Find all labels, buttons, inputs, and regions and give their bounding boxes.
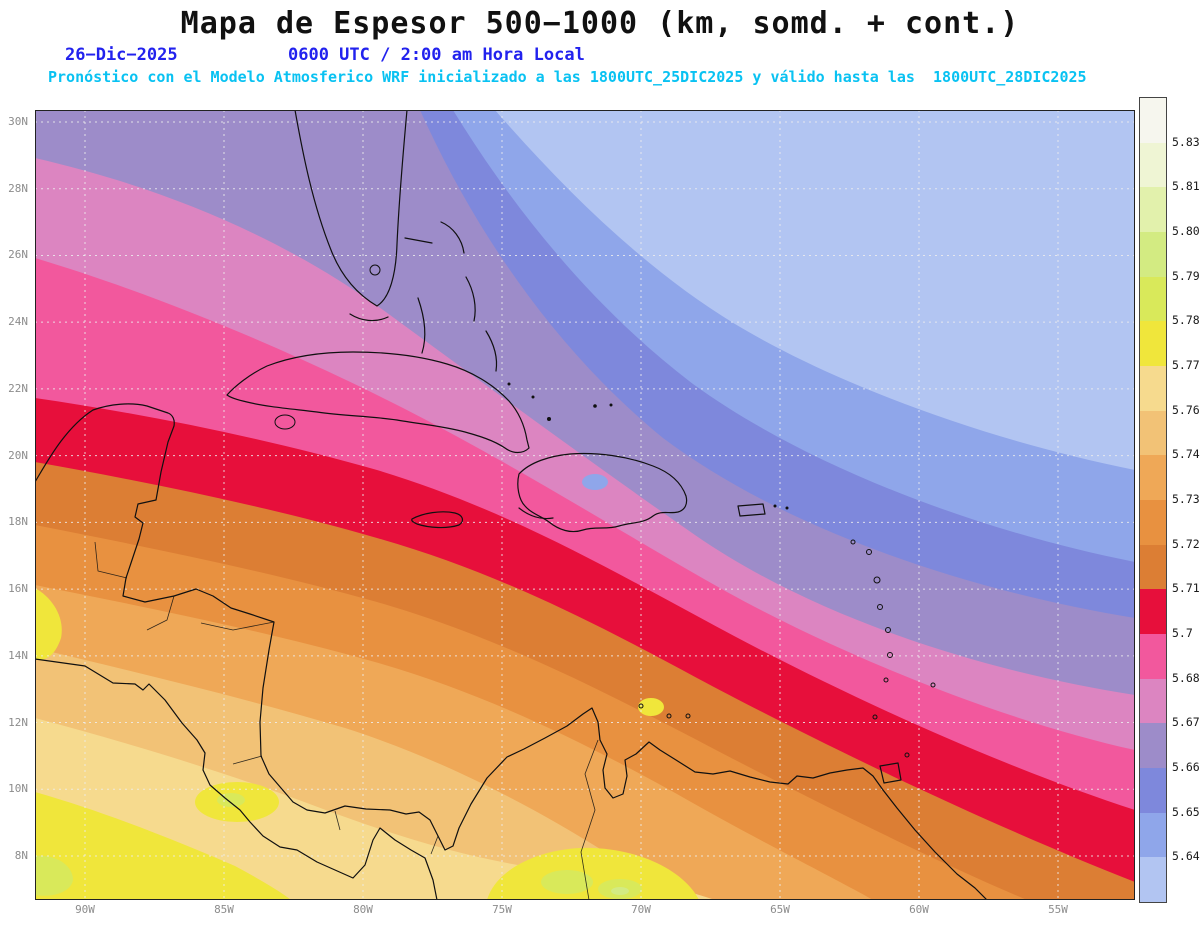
- colorbar-cell: [1140, 544, 1166, 590]
- lon-tick-label: 60W: [909, 903, 929, 916]
- country-borders: [94, 541, 599, 901]
- jamaica-coastline: [411, 511, 464, 529]
- colorbar-cell: [1140, 678, 1166, 724]
- lat-tick-label: 20N: [8, 448, 28, 462]
- lat-tick-label: 16N: [8, 582, 28, 596]
- pacific-coastline: [34, 658, 438, 901]
- colorbar-cell: [1140, 499, 1166, 545]
- lon-tick-label: 70W: [631, 903, 651, 916]
- colorbar-tick-label: 5.664: [1172, 760, 1200, 774]
- lat-tick-label: 24N: [8, 315, 28, 329]
- colorbar-tick-label: 5.652: [1172, 804, 1200, 819]
- colorbar-tick-label: 5.772: [1172, 358, 1200, 372]
- lon-tick-label: 80W: [353, 903, 373, 916]
- lat-tick-label: 8N: [14, 848, 28, 862]
- colorbar-cell: [1140, 723, 1166, 768]
- green-patch: [35, 855, 73, 896]
- colorbar-cell: [1140, 276, 1166, 322]
- lesser-antilles-islands: [638, 504, 936, 784]
- colorbar-cell: [1140, 187, 1166, 232]
- colorbar-cell: [1140, 857, 1166, 902]
- colorbar-tick-label: 5.831: [1172, 134, 1200, 149]
- colorbar-tick-label: 5.676: [1172, 715, 1200, 730]
- lon-tick-label: 55W: [1048, 903, 1068, 916]
- puerto-rico-coastline: [737, 503, 766, 517]
- colorbar-tick-label: 5.688: [1172, 670, 1200, 685]
- colorbar-tick-label: 5.736: [1172, 492, 1200, 506]
- lon-tick-label: 90W: [75, 903, 95, 916]
- colorbar-tick-label: 5.783: [1172, 313, 1200, 328]
- latitude-axis: 30N 28N 26N 24N 22N 20N 18N 16N 14N 12N 10N 8N: [0, 110, 30, 900]
- colorbar-cell: [1140, 365, 1166, 411]
- mainland-caribbean-coastline: [34, 403, 988, 901]
- colorbar-cell: [1140, 410, 1166, 456]
- date-label: 26−Dic−2025: [65, 45, 178, 65]
- low-anomaly-patch: [582, 474, 608, 490]
- colorbar-cell: [1140, 98, 1166, 143]
- colorbar-cell: [1140, 321, 1166, 366]
- colorbar-tick-label: 5.712: [1172, 581, 1200, 596]
- cuba-coastline: [226, 351, 530, 454]
- lat-tick-label: 14N: [8, 648, 28, 662]
- lon-tick-label: 65W: [770, 903, 790, 916]
- time-label: 0600 UTC / 2:00 am Hora Local: [288, 45, 585, 65]
- yellow-patch: [487, 847, 699, 900]
- lat-tick-label: 30N: [8, 115, 28, 128]
- lon-tick-label: 75W: [492, 903, 512, 916]
- lat-tick-label: 22N: [8, 381, 28, 395]
- florida-coastline: [294, 109, 408, 307]
- colorbar-tick-label: 5.748: [1172, 447, 1200, 462]
- lon-tick-label: 85W: [214, 903, 234, 916]
- colorbar-cell: [1140, 767, 1166, 813]
- colorbar-tick-label: 5.807: [1172, 224, 1200, 238]
- isla-juventud: [274, 414, 296, 430]
- longitude-axis: 90W 85W 80W 75W 70W 65W 60W 55W: [35, 903, 1135, 921]
- colorbar-cell: [1140, 633, 1166, 679]
- forecast-model-label: Pronóstico con el Modelo Atmosferico WRF…: [48, 68, 1087, 86]
- lat-tick-label: 26N: [8, 248, 28, 262]
- yellow-patch: [638, 698, 664, 716]
- map-canvas: Sisπ − ONAMET/REP.DOM.: [34, 109, 1135, 901]
- colorbar-labels: 5.831 5.819 5.807 5.795 5.783 5.772 5.76 5.748 5…: [1172, 97, 1200, 901]
- lat-tick-label: 12N: [8, 715, 28, 729]
- colorbar: [1139, 97, 1167, 903]
- colorbar-tick-label: 5.64: [1172, 849, 1200, 864]
- coastline-layer: [34, 109, 988, 901]
- colorbar-cell: [1140, 455, 1166, 500]
- trinidad-coastline: [879, 762, 902, 784]
- haiti-peninsula: [518, 507, 554, 520]
- colorbar-tick-label: 5.795: [1172, 268, 1200, 283]
- colorbar-cell: [1140, 812, 1166, 858]
- thickness-contour-map: [34, 109, 1135, 901]
- lat-tick-label: 28N: [8, 181, 28, 195]
- lat-tick-label: 18N: [8, 515, 28, 529]
- green-patch: [611, 887, 629, 895]
- colorbar-cell: [1140, 589, 1166, 634]
- colorbar-cell: [1140, 142, 1166, 188]
- page-title: Mapa de Espesor 500−1000 (km, somd. + co…: [180, 6, 1020, 41]
- lake-okeechobee: [369, 264, 381, 276]
- florida-keys: [349, 313, 389, 322]
- colorbar-tick-label: 5.7: [1172, 626, 1193, 640]
- green-patch: [541, 870, 593, 894]
- colorbar-tick-label: 5.819: [1172, 179, 1200, 194]
- band-5.772: [35, 792, 291, 900]
- lat-tick-label: 10N: [8, 782, 28, 796]
- yellow-patch: [35, 588, 62, 660]
- colorbar-cell: [1140, 231, 1166, 277]
- colorbar-tick-label: 5.724: [1172, 536, 1200, 551]
- bahamas-islands: [404, 221, 613, 421]
- colorbar-tick-label: 5.76: [1172, 402, 1200, 417]
- map-frame: [35, 110, 1135, 900]
